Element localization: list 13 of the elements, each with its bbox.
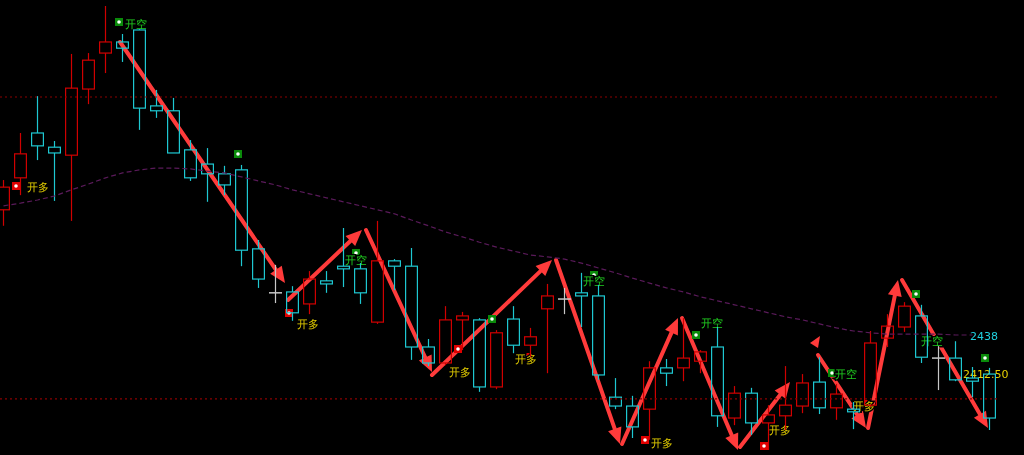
annotation: 开多 (515, 353, 537, 366)
annotation: 开多 (297, 318, 319, 331)
candlestick (65, 53, 78, 222)
annotation: 开空 (835, 368, 857, 381)
annotation: 2438 (970, 330, 998, 343)
annotation: 开空 (583, 275, 605, 288)
annotation: 开空 (345, 254, 367, 267)
annotation: 开空 (701, 317, 723, 330)
candlestick (99, 6, 112, 74)
annotation: 开多 (651, 437, 673, 450)
annotation: 开空 (125, 18, 147, 31)
annotation: 开多 (27, 181, 49, 194)
annotation: 开多 (449, 366, 471, 379)
